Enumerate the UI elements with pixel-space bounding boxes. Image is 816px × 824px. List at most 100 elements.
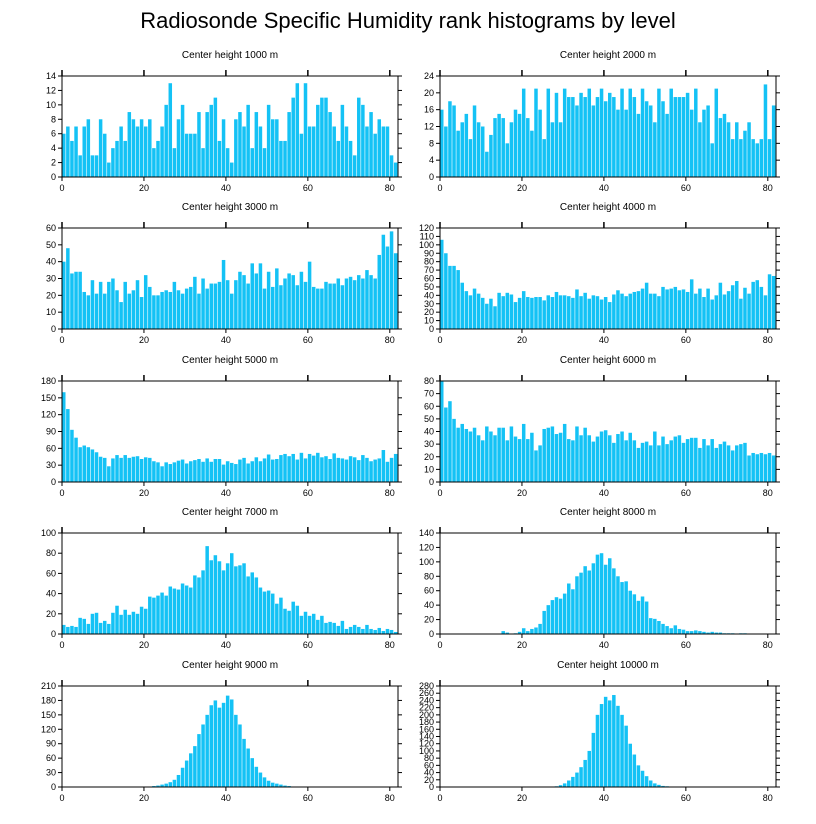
histogram-bar (385, 461, 390, 482)
x-tick-label: 40 (599, 488, 609, 498)
histogram-bar (242, 275, 246, 329)
histogram-bar (440, 239, 444, 329)
x-tick-label: 60 (681, 335, 691, 345)
x-tick-label: 40 (221, 793, 231, 803)
histogram-bar (755, 280, 760, 329)
histogram-bar (94, 452, 99, 482)
histogram-bar (530, 130, 534, 177)
y-tick-label: 4 (51, 143, 56, 153)
histogram-bar (111, 458, 115, 482)
histogram-bar (624, 109, 628, 177)
histogram-bar (509, 294, 514, 329)
histogram-bar (66, 126, 70, 177)
histogram-bar (262, 591, 267, 634)
histogram-bar (706, 632, 710, 634)
histogram-bar (444, 253, 448, 329)
y-tick-label: 150 (41, 393, 56, 403)
histogram-bar (78, 271, 82, 329)
histogram-bar (344, 459, 349, 482)
histogram-bar (82, 291, 86, 329)
histogram-bar (74, 126, 78, 177)
histogram-bar (221, 119, 226, 177)
histogram-bar (468, 295, 473, 329)
histogram-bar (628, 293, 632, 329)
histogram-bar (234, 119, 238, 177)
histogram-bar (344, 628, 349, 634)
histogram-bar (595, 554, 600, 634)
y-tick-label: 150 (41, 710, 56, 720)
histogram-bar (295, 285, 300, 329)
histogram-bar (148, 596, 152, 634)
histogram-bar (710, 631, 714, 634)
histogram-panel: Center height 4000 m0 20 40 60 8001020304050… (419, 202, 780, 345)
histogram-bar (311, 455, 316, 482)
histogram-bar (644, 101, 649, 177)
y-tick-label: 80 (424, 753, 434, 763)
histogram-bar (567, 583, 571, 634)
histogram-bar (767, 139, 772, 177)
histogram-bar (275, 783, 279, 787)
panel-title: Center height 7000 m (182, 507, 278, 518)
plot-frame (61, 685, 399, 788)
x-tick-label: 80 (763, 793, 773, 803)
histogram-bar (266, 104, 271, 177)
histogram-bar (291, 275, 295, 329)
histogram-bar (184, 760, 189, 787)
y-tick-label: 0 (429, 629, 434, 639)
histogram-bar (262, 148, 267, 177)
histogram-bar (673, 625, 678, 634)
histogram-bar (640, 442, 645, 482)
histogram-bar (193, 460, 197, 482)
histogram-bar (176, 119, 181, 177)
histogram-bar (213, 458, 218, 482)
histogram-bar (258, 461, 263, 482)
histogram-bar (172, 588, 177, 634)
histogram-bar (352, 457, 357, 482)
histogram-bar (180, 583, 185, 634)
histogram-bar (98, 456, 103, 482)
histogram-bar (221, 702, 226, 787)
histogram-bar (86, 447, 91, 482)
histogram-bar (254, 457, 259, 482)
y-tick-label: 180 (41, 695, 56, 705)
histogram-bar (283, 278, 287, 329)
panel-title: Center height 10000 m (557, 660, 659, 671)
y-tick-label: 120 (41, 724, 56, 734)
histogram-bar (270, 286, 275, 329)
histogram-bar (710, 299, 714, 329)
histogram-bar (283, 140, 287, 177)
histogram-bar (279, 784, 283, 787)
y-tick-label: 20 (424, 615, 434, 625)
y-tick-label: 30 (46, 274, 56, 284)
histogram-bar (62, 392, 66, 482)
histogram-bar (381, 450, 386, 482)
histogram-bar (266, 590, 271, 634)
histogram-bar (673, 286, 678, 329)
histogram-bar (172, 281, 177, 329)
histogram-bar (464, 291, 469, 329)
histogram-bar (373, 459, 377, 482)
histogram-bar (567, 97, 571, 177)
histogram-bar (501, 118, 505, 177)
histogram-bar (328, 621, 332, 634)
x-tick-label: 20 (517, 335, 527, 345)
y-tick-label: 260 (419, 688, 434, 698)
histogram-bar (328, 283, 332, 329)
histogram-bar (571, 440, 575, 482)
histogram-bar (452, 105, 456, 177)
histogram-bar (172, 462, 177, 482)
histogram-bar (550, 426, 555, 482)
histogram-bar (250, 263, 254, 329)
histogram-bar (213, 700, 218, 787)
histogram-bar (603, 696, 608, 787)
y-tick-label: 240 (419, 695, 434, 705)
y-tick-label: 50 (424, 282, 434, 292)
histogram-bar (661, 101, 665, 177)
histogram-bar (143, 608, 148, 634)
histogram-bar (119, 126, 123, 177)
histogram-bar (180, 767, 185, 787)
histogram-bar (111, 612, 115, 634)
histogram-bar (189, 286, 193, 329)
histogram-bar (538, 623, 542, 634)
histogram-bar (550, 297, 555, 329)
